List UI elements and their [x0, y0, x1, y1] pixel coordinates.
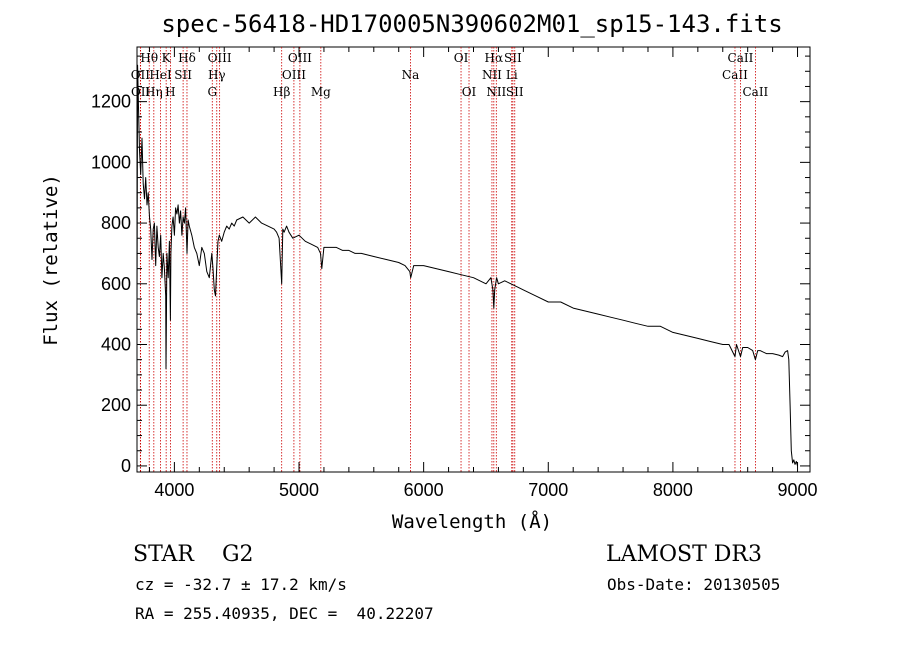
- spectral-line-label: NII: [486, 85, 506, 99]
- spectral-line-label: CaII: [728, 51, 754, 65]
- x-tick-label: 6000: [404, 480, 444, 500]
- spectral-line-label: SII: [506, 85, 524, 99]
- spectral-line-label: CaII: [722, 68, 748, 82]
- ra-dec-coordinates: RA = 255.40935, DEC = 40.22207: [135, 604, 434, 623]
- y-tick-label: 800: [101, 213, 131, 233]
- spectral-line-label: Hθ: [140, 51, 158, 65]
- y-tick-label: 1000: [91, 152, 131, 172]
- spectral-line-label: Mg: [311, 85, 331, 99]
- spectral-line-label: Na: [402, 68, 420, 82]
- plot-frame: [136, 46, 811, 473]
- spectrum-series: [136, 64, 798, 467]
- spectral-line-label: OII: [131, 85, 151, 99]
- spectral-line-label: Hβ: [273, 85, 290, 99]
- y-axis-label: Flux (relative): [40, 174, 62, 346]
- x-tick-label: 8000: [653, 480, 693, 500]
- chart-title: spec-56418-HD170005N390602M01_sp15-143.f…: [161, 10, 782, 38]
- x-tick-label: 4000: [154, 480, 194, 500]
- spectral-line-label: K: [162, 51, 172, 65]
- x-axis-label: Wavelength (Å): [392, 510, 552, 533]
- y-tick-label: 1200: [91, 92, 131, 112]
- x-tick-label: 5000: [279, 480, 319, 500]
- spectral-line-label: G: [207, 85, 217, 99]
- x-tick-label: 7000: [528, 480, 568, 500]
- y-tick-label: 0: [121, 456, 131, 476]
- spectral-line-label: SII: [174, 68, 192, 82]
- y-tick-label: 400: [101, 335, 131, 355]
- spectral-line-label: OI: [454, 51, 469, 65]
- x-tick-label: 9000: [778, 480, 818, 500]
- spectral-line-label: SII: [504, 51, 522, 65]
- y-tick-label: 200: [101, 395, 131, 415]
- axes: 4000 5000 6000 7000 8000 9000 0 200 400 600 800 100…: [91, 47, 818, 500]
- y-tick-label: 600: [101, 274, 131, 294]
- spectral-line-label: HeI: [149, 68, 172, 82]
- spectral-line-label: CaII: [742, 85, 768, 99]
- redshift-velocity: cz = -32.7 ± 17.2 km/s: [135, 575, 347, 594]
- observation-date: Obs-Date: 20130505: [607, 575, 780, 594]
- spectral-line-label: Li: [506, 68, 518, 82]
- spectral-line-label: Hα: [485, 51, 504, 65]
- spectral-line-label: Hη: [145, 85, 163, 99]
- spectral-line-label: OIII: [288, 51, 312, 65]
- spectrum-line-flux: [136, 64, 798, 467]
- spectral-line-label: OI: [462, 85, 477, 99]
- survey-name: LAMOST DR3: [606, 542, 762, 567]
- spectral-line-label: H: [165, 85, 175, 99]
- spectral-line-label: OIII: [208, 51, 232, 65]
- spectral-line-label: Hγ: [208, 68, 226, 82]
- spectral-line-label: Hδ: [178, 51, 196, 65]
- object-class: STAR G2: [133, 542, 254, 567]
- spectral-line-label: NII: [482, 68, 502, 82]
- spectral-line-label: OIII: [282, 68, 306, 82]
- spectral-line-markers: OIIOIIHθHηHeIKHSIIHδGHγOIIIHβOIIIOIIIMgN…: [131, 47, 769, 472]
